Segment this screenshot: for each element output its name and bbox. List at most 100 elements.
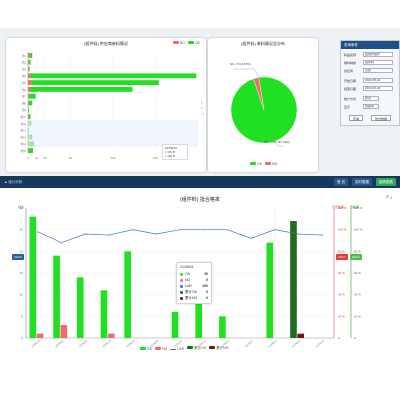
y3-tick-label: 100 % [354,228,363,232]
y-tick-label: 20 [20,249,24,253]
x-tick-label: 21/01/04 [173,338,184,348]
x-tick-label: 20/06/29 [149,338,160,348]
start-date-field[interactable]: 2020-05-01 [363,78,393,83]
supplier-bar-overlay: 21/05/24 ● OK 0 ● NG 0 [162,144,188,160]
ok-bar [28,93,36,99]
tooltip-date: 21/05/24 [180,265,194,269]
ok-bar [30,87,133,92]
ng-bar [28,87,31,92]
x-tick-label: 20/05/24 [31,338,42,348]
legend-ng[interactable]: NG [265,162,277,166]
nav-home-button[interactable]: 首 页 [334,178,348,186]
legend-ng[interactable]: NG [155,346,167,351]
y3-tick-label: 80 % [354,249,361,253]
category-tick-label: 供14 [21,142,27,146]
overlay-date: 21/05/24 [165,146,177,150]
tooltip-row-cum-ng: 累计NG 0 [180,295,208,301]
tooltip-row-lar: LAR 100 [180,283,208,289]
tooltip-row-cum-ok: 累计OK 0 [180,289,208,295]
supplier-bar-chart: 0 10 20 50 100 150 供1 供2 供3 供4 供5 供6 供7 供8 供9 供10 供11 供12… [21,52,198,160]
pie-ng-label: NG: 73 (2.57%) [230,62,251,66]
nav-realtime-button[interactable]: 实时数据 [352,178,372,186]
display-select[interactable]: 合格率 [363,104,379,109]
pie-legend: OK NG [250,162,277,166]
y3-tick-label: 0 [354,336,356,340]
category-tick-label: 供8 [22,101,27,105]
category-tick-label: 供3 [22,67,27,71]
x-tick-label: 21/04/12 [244,338,255,348]
lar-point [131,228,134,231]
x-tick-label: 20/06/22 [125,338,136,348]
lar-chart-title: (组件料) 批合格率 [180,197,220,203]
tooltip-row-ng: NG 0 [180,277,208,283]
nav-trend-button[interactable]: 趋势图表 [376,178,396,186]
legend-ng[interactable]: NG [172,41,185,45]
ok-bar [53,255,60,338]
ng-bar [28,100,29,106]
supplier-bar-title: (组件料) 供应商来料情况 [84,41,128,46]
x-tick-label: 50 [69,156,73,160]
ok-bar [29,53,33,58]
y-tick-label: 15 [20,271,24,275]
legend-ok[interactable]: OK [187,41,200,45]
y2-tick-label: 60 % [338,271,345,275]
x-tick-label: 21/03/01 [220,338,231,348]
nav-bar: ▲ 统计分析 首 页 实时数据 趋势图表 [0,176,400,188]
y2-tick-label: 20 % [338,314,345,318]
ng-bar [107,333,115,338]
material-name-field[interactable]: 铝型材组件 [363,52,393,57]
x-tick-label: 20/06/01 [54,338,65,348]
ng-bar [28,53,30,58]
x-tick-label: 10 [35,156,39,160]
ok-bar [76,277,84,338]
dialog-title: 查询条件 [341,41,399,49]
lar-line [37,229,323,244]
x-tick-label: 0 [27,156,29,160]
x-tick-label: 100 [110,156,115,160]
legend-cum-ng[interactable]: 累计NG [209,346,228,351]
dialog-row-2: 物料种类 组件料 [344,60,393,65]
scroll-handle-icon[interactable]: ○ ○ △ [200,100,204,115]
legend-cum-ok[interactable]: 累计OK [187,346,206,351]
x-tick-label: 20 [43,156,47,160]
stat-mode-select[interactable]: 按周 [363,96,379,101]
chart-toolbar-icons[interactable]: ⊡ ⤓ [385,194,392,199]
ng-bar [28,148,29,153]
lar-combo-chart: 0 5 10 15 20 25 30 0 0 20 % 20 % 40 % 40 % 60 % 60 % 80… [20,206,363,348]
right-green-tag: 10/24 [350,254,362,260]
legend-lar[interactable]: LAR [170,347,184,351]
lar-point [250,237,253,240]
supplier-select[interactable]: 全部 [363,68,393,73]
query-dialog: 查询条件 料品名称 铝型材组件 物料种类 组件料 供应商 全部 开始日期 2020-05… [340,40,400,126]
pie-ok-label: OK: 2761 (97.43%) [264,140,290,144]
pie-slice-ng [253,77,265,111]
ng-bar [28,66,29,72]
pie-title: (组件料) 来料情况总分布 [241,41,285,46]
x-tick-label: 21/06/07 [291,338,302,348]
material-type-select[interactable]: 组件料 [363,60,393,65]
category-tick-label: 供11 [21,122,27,126]
dialog-row-6: 统计方式 按周 [344,96,379,101]
category-tick-label: 供10 [21,115,27,119]
lar-point [297,233,300,236]
y-tick-label: 25 [20,228,24,232]
ok-bar [171,312,179,338]
end-date-field[interactable]: 2020-06-30 [363,86,393,91]
legend-ok[interactable]: OK [140,346,152,351]
ng-bar [28,114,29,119]
legend-ok[interactable]: OK [250,162,262,166]
right-axis-unit-red: 不合格率 [332,205,345,209]
y2-tick-label: 120 % [338,206,347,210]
ok-bar [219,316,226,338]
pie-ok-leader [273,139,284,147]
right-red-tag: 10/17 [336,254,348,260]
ok-bar [195,299,203,338]
export-button[interactable]: 导出数据 [371,115,392,121]
data-tooltip: 21/05/24 OK 20 NG 0 LAR 100 累计OK 0 累计NG 0 [176,262,212,304]
ok-bar [31,80,159,85]
query-button[interactable]: 查询 [349,115,364,121]
ok-bar [28,100,33,106]
category-tick-label: 供15 [21,149,27,153]
ok-bar [28,107,29,113]
cum-ok-bar [290,221,297,338]
